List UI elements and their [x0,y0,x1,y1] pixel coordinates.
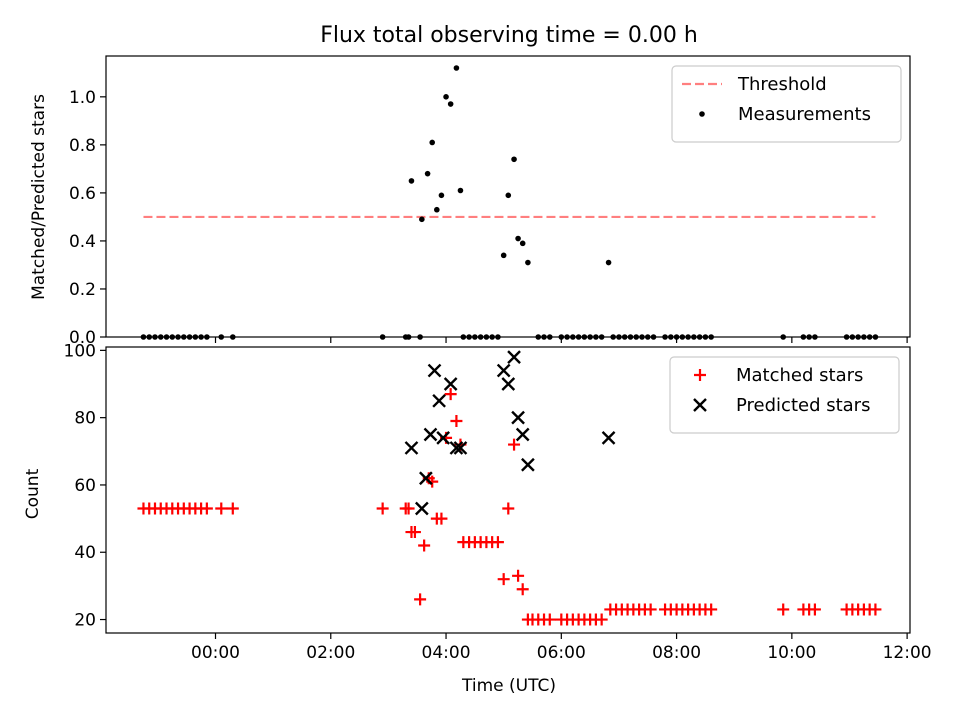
measurement-point [525,259,531,266]
bottom-panel: 20 40 60 80 100 00:00 02:00 04:00 06:00 08:00 10:0… [64,341,932,663]
legend-label: Threshold [737,74,827,95]
measurement-point [515,235,521,242]
legend-matched-swatch [694,369,706,381]
x-axis-label: Time (UTC) [461,676,556,696]
bottom-legend: Matched stars Predicted stars [669,356,900,434]
matched-star-point [512,569,525,582]
matched-star-point [402,502,415,515]
measurement-point [453,65,460,71]
matched-star-point [450,415,463,428]
x-tick-label: 04:00 [422,643,471,663]
measurement-point [505,192,512,199]
matched-star-point [435,512,448,525]
bottom-y-tick-label: 40 [74,543,96,563]
matched-star-point [444,388,457,401]
measurement-point [511,156,517,163]
matched-star-point [516,583,529,596]
matched-star-point [508,438,521,451]
measurement-point [605,259,612,266]
x-tick-label: 10:00 [767,643,816,663]
matched-star-point [408,526,421,539]
matched-star-point [502,502,515,515]
predicted-star-point [414,501,429,516]
x-tick-label: 06:00 [537,643,586,663]
x-tick-label: 08:00 [652,643,701,663]
x-tick-label: 00:00 [191,643,240,663]
measurement-point [429,139,436,146]
predicted-star-point [423,427,438,442]
legend-measurement-swatch [699,111,705,117]
predicted-star-point [453,441,468,455]
top-y-tick-label: 0.8 [69,136,96,156]
matched-star-point [497,573,510,586]
bottom-y-tick-label: 100 [64,341,96,361]
top-legend: Threshold Measurements [671,65,902,143]
measurement-point [443,94,449,100]
predicted-star-point [601,430,616,445]
measurement-point [457,187,464,194]
bottom-y-tick-label: 20 [74,611,96,631]
matched-star-point [595,613,608,626]
predicted-star-point [507,350,521,364]
predicted-star-point [496,363,511,378]
measurement-point [424,170,431,177]
matched-star-point [200,502,213,515]
bottom-axes-frame [105,346,911,634]
x-tick-label: 02:00 [306,643,355,663]
predicted-star-point [501,377,516,391]
predicted-star-point [419,471,433,486]
chart-title: Flux total observing time = 0.00 h [320,23,698,48]
bottom-y-tick-label: 60 [74,476,96,496]
legend-label: Matched stars [736,365,863,386]
top-axes-frame [105,55,911,338]
measurement-point [419,216,425,223]
predicted-star-point [404,441,419,455]
matched-star-point [215,502,228,515]
matched-star-point [705,603,718,616]
top-panel: 0.0 0.2 0.4 0.6 0.8 1.0 Threshold Measurements [69,55,911,348]
predicted-star-point [449,441,464,455]
x-tick-label: 12:00 [883,643,932,663]
measurement-point [408,178,415,184]
measurement-point [438,192,445,199]
bottom-y-tick-label: 80 [74,409,96,429]
matched-star-point [644,603,657,616]
predicted-star-point [436,430,451,445]
legend-label: Measurements [738,104,871,125]
matched-star-point [543,613,556,626]
matched-star-point [869,603,882,616]
matched-star-point [226,502,239,515]
measurement-point [500,252,507,259]
top-y-tick-label: 1.0 [69,88,96,108]
top-panel-y-axis-label: Matched/Predicted stars [29,94,49,300]
matched-star-point [808,603,821,616]
legend-frame [669,356,900,434]
matched-star-point [418,539,431,552]
matched-star-point [414,593,427,606]
top-y-tick-label: 0.4 [69,232,96,252]
top-y-tick-label: 0.0 [69,328,96,348]
predicted-star-point [515,427,530,442]
predicted-star-point [427,363,442,378]
predicted-star-point [521,457,535,472]
predicted-star-point [511,410,525,425]
predicted-star-point [443,377,458,391]
matched-star-point [777,603,790,616]
legend-predicted-swatch [693,398,707,412]
top-y-tick-label: 0.2 [69,280,96,300]
legend-label: Predicted stars [736,395,870,416]
matched-star-point [491,536,504,549]
measurement-point [434,206,440,213]
bottom-panel-y-axis-label: Count [23,468,43,519]
predicted-star-point [432,393,446,408]
matched-star-point [376,502,389,515]
top-y-tick-label: 0.6 [69,184,96,204]
measurement-point [519,240,526,247]
measurement-point [447,101,454,107]
legend-frame [671,65,902,143]
